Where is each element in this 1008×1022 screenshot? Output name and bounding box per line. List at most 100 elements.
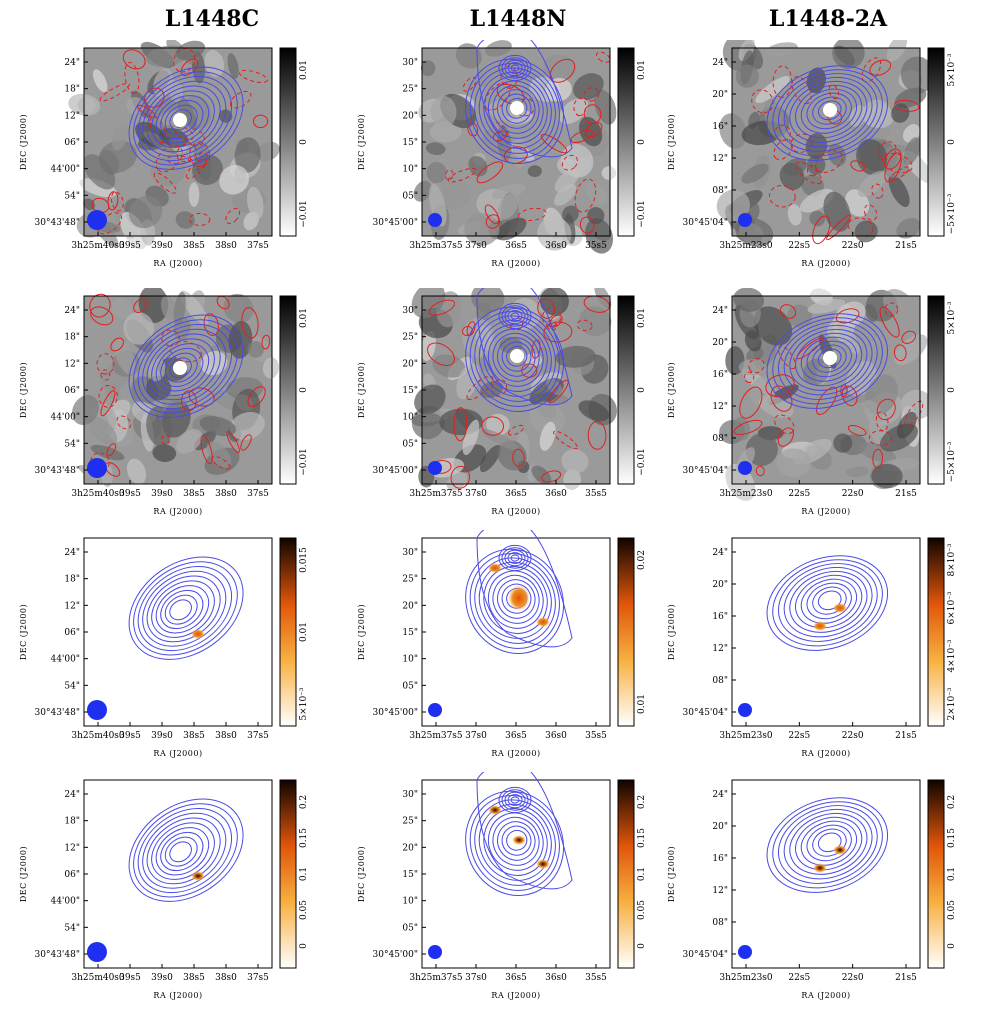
colorbar-tick-label: −0.01 <box>637 200 647 228</box>
colorbar-tick-label: 0.01 <box>637 694 647 714</box>
colorbar-tick-label: 0 <box>637 139 647 145</box>
colorbar-tick-label: 6×10⁻³ <box>947 591 957 624</box>
beam-icon <box>87 210 107 230</box>
y-tick-label: 15" <box>402 138 418 148</box>
colorbar-tick-label: 0 <box>299 387 309 393</box>
colorbar-tick-label: 0 <box>947 387 957 393</box>
x-tick-label: 39s0 <box>151 241 173 251</box>
beam-icon <box>428 945 442 959</box>
panel-r1-c1: 0.01 0 −0.01 24" 18" 12" 06" 44'00" 54" 30°43'48"… <box>0 40 310 290</box>
y-axis-label: DEC (J2000) <box>667 362 676 418</box>
y-tick-label: 18" <box>64 575 80 585</box>
colorbar-tick-label: −0.01 <box>299 200 309 228</box>
map-background <box>72 288 280 488</box>
y-tick-label: 24" <box>712 306 728 316</box>
x-tick-label: 38s0 <box>215 973 237 983</box>
y-tick-label: 12" <box>712 402 728 412</box>
y-tick-label: 12" <box>64 111 80 121</box>
colorbar-tick-label: 0.15 <box>299 828 309 848</box>
y-tick-label: 25" <box>402 575 418 585</box>
beam-icon <box>738 945 752 959</box>
colorbar-tick-label: 0 <box>299 139 309 145</box>
y-tick-label: 20" <box>402 359 418 369</box>
map-frame <box>731 537 921 727</box>
colorbar-tick-label: 0.2 <box>637 795 647 809</box>
positive-contours <box>766 313 889 409</box>
beam-icon <box>87 942 107 962</box>
colorbar-tick-label: −5×10⁻³ <box>947 441 957 482</box>
x-tick-label: 36s5 <box>505 973 527 983</box>
x-tick-label: 37s0 <box>465 489 487 499</box>
x-tick-label: 38s0 <box>215 731 237 741</box>
beam-icon <box>738 703 752 717</box>
positive-contours <box>766 555 889 651</box>
y-tick-label: 12" <box>64 843 80 853</box>
map-svg: 0.015 0.01 5×10⁻³ 24" 18" 12" 06" 44'00" 54" 30°4… <box>19 537 309 758</box>
map-background <box>422 780 610 968</box>
positive-contours <box>128 314 244 418</box>
y-tick-label: 30°45'00" <box>373 218 418 228</box>
x-tick-label: 21s5 <box>895 973 917 983</box>
x-axis-label: RA (J2000) <box>491 991 540 1000</box>
map-background <box>422 538 610 726</box>
y-tick-label: 12" <box>712 154 728 164</box>
y-tick-label: 15" <box>402 386 418 396</box>
x-tick-label: 37s0 <box>465 973 487 983</box>
y-tick-label: 16" <box>712 612 728 622</box>
x-tick-label: 37s5 <box>247 973 269 983</box>
y-tick-label: 25" <box>402 333 418 343</box>
x-tick-label: 38s5 <box>183 731 205 741</box>
panel-r2-c1: 0.01 0 −0.01 24" 18" 12" 06" 44'00" 54" 30°43'48"… <box>0 288 310 538</box>
y-tick-label: 30°45'04" <box>683 708 728 718</box>
y-tick-label: 30" <box>402 548 418 558</box>
x-axis-label: RA (J2000) <box>801 259 850 268</box>
colorbar-tick-label: 0.1 <box>947 867 957 881</box>
emission-features <box>191 629 205 639</box>
x-tick-label: 39s0 <box>151 489 173 499</box>
x-tick-label: 38s5 <box>183 973 205 983</box>
colorbar <box>279 47 297 237</box>
y-tick-label: 30°45'04" <box>683 218 728 228</box>
x-axis-label: RA (J2000) <box>153 749 202 758</box>
y-axis-label: DEC (J2000) <box>357 846 366 902</box>
column-title-1: L1448C <box>164 6 260 32</box>
y-tick-label: 20" <box>712 822 728 832</box>
colorbar-tick-label: 0 <box>299 943 309 949</box>
y-tick-label: 20" <box>402 843 418 853</box>
colorbar-tick-label: 0.02 <box>637 550 647 570</box>
colorbar-tick-label: 0.05 <box>947 900 957 920</box>
panel-r2-c2: 0.01 0 −0.01 30" 25" 20" 15" 10" 05" 30°45'00" 3h2… <box>338 288 648 538</box>
colorbar-tick-label: 0.015 <box>299 547 309 573</box>
x-tick-label: 35s5 <box>585 973 607 983</box>
colorbar-tick-label: 8×10⁻³ <box>947 543 957 576</box>
y-tick-label: 30°43'48" <box>35 466 80 476</box>
column-title-3: L1448-2A <box>768 6 888 32</box>
x-tick-label: 35s5 <box>585 731 607 741</box>
y-tick-label: 54" <box>64 191 80 201</box>
x-tick-label: 37s0 <box>465 731 487 741</box>
y-axis-label: DEC (J2000) <box>667 846 676 902</box>
x-tick-label: 3h25m37s5 <box>409 731 463 741</box>
colorbar-tick-label: 5×10⁻³ <box>947 53 957 86</box>
colorbar <box>617 779 635 969</box>
y-tick-label: 30°43'48" <box>35 708 80 718</box>
y-axis-label: DEC (J2000) <box>19 604 28 660</box>
colorbar <box>927 295 945 485</box>
colorbar-tick-label: 0.1 <box>637 867 647 881</box>
y-tick-label: 08" <box>712 918 728 928</box>
y-tick-label: 12" <box>712 644 728 654</box>
y-tick-label: 10" <box>402 897 418 907</box>
x-tick-label: 35s5 <box>585 489 607 499</box>
y-tick-label: 08" <box>712 676 728 686</box>
colorbar-tick-label: −0.01 <box>299 448 309 476</box>
x-tick-label: 38s5 <box>183 241 205 251</box>
y-tick-label: 24" <box>712 58 728 68</box>
y-tick-label: 24" <box>712 790 728 800</box>
y-tick-label: 30°45'00" <box>373 708 418 718</box>
colorbar-tick-label: 2×10⁻³ <box>947 687 957 720</box>
x-tick-label: 3h25m37s5 <box>409 241 463 251</box>
y-tick-label: 30°43'48" <box>35 950 80 960</box>
y-axis-label: DEC (J2000) <box>357 362 366 418</box>
panel-r3-c1: 0.015 0.01 5×10⁻³ 24" 18" 12" 06" 44'00" 54" 30°4… <box>0 530 310 780</box>
panel-r1-c3: 5×10⁻³ 0 −5×10⁻³ 24" 20" 16" 12" 08" 30°45'04" 3h… <box>648 40 958 290</box>
